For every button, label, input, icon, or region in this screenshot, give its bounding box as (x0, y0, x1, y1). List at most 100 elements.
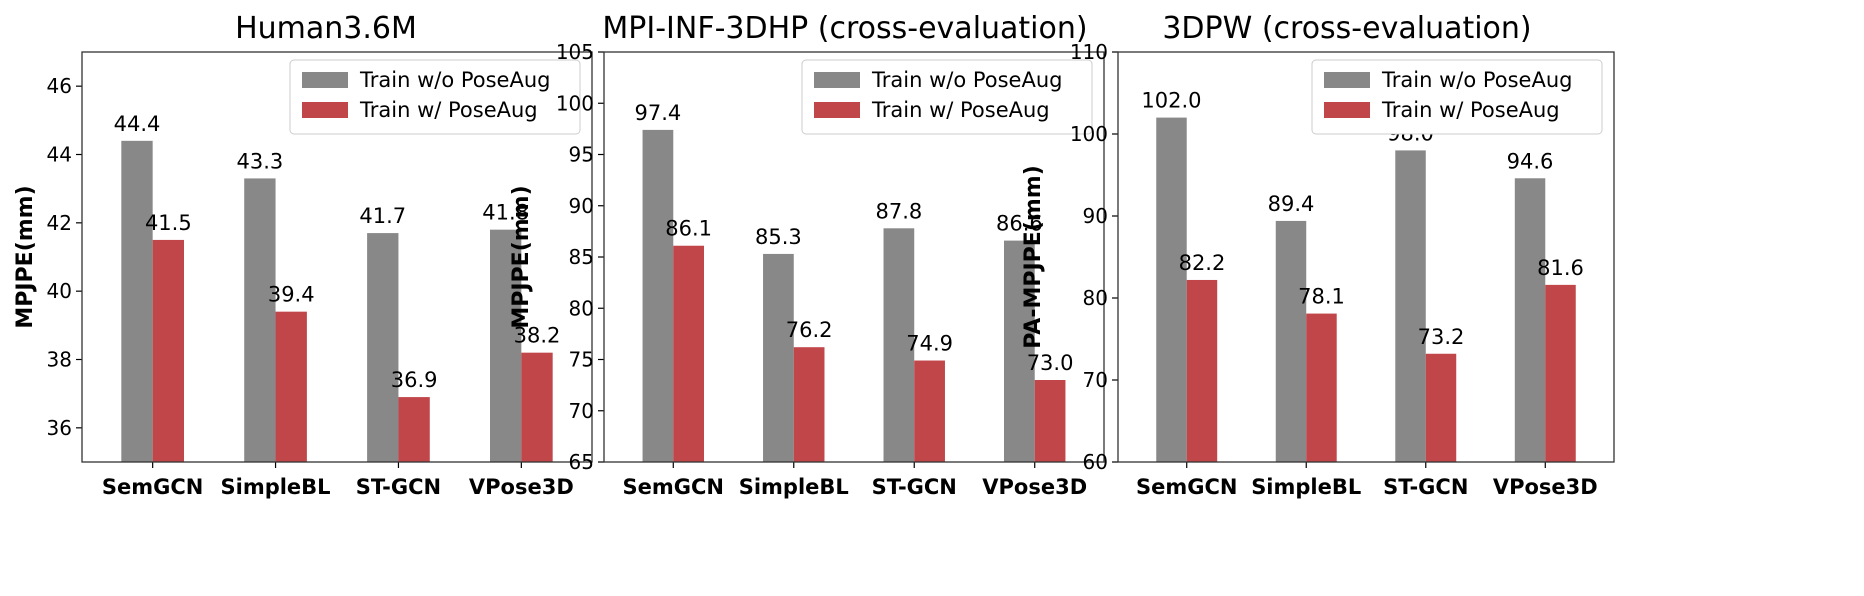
data-label: 44.4 (114, 112, 161, 136)
bar-baseline (367, 233, 399, 462)
y-tick-label: 95 (569, 143, 594, 167)
data-label: 73.0 (1027, 351, 1074, 375)
y-tick-label: 90 (1083, 204, 1108, 228)
x-tick-label: SimpleBL (221, 475, 331, 499)
x-tick-label: SemGCN (102, 475, 203, 499)
x-tick-label: SimpleBL (1251, 475, 1361, 499)
bar-baseline (1514, 178, 1546, 462)
bar-poseaug (275, 311, 307, 462)
data-label: 102.0 (1141, 89, 1201, 113)
x-tick-label: ST-GCN (356, 475, 441, 499)
bar-poseaug (1306, 313, 1337, 462)
bar-poseaug (1425, 353, 1457, 462)
bar-poseaug (1034, 380, 1066, 462)
y-tick-label: 100 (1070, 122, 1108, 146)
bar-poseaug (793, 347, 825, 462)
y-axis-label: PA-MPJPE(mm) (1021, 165, 1046, 349)
y-tick-label: 90 (569, 194, 594, 218)
bar-poseaug (521, 352, 553, 462)
x-tick-label: VPose3D (469, 475, 574, 499)
data-label: 38.2 (514, 324, 561, 348)
legend-box (1311, 59, 1603, 135)
legend-label: Train w/o PoseAug (359, 68, 550, 92)
chart-title: 3DPW (cross-evaluation) (1162, 11, 1531, 46)
legend-label: Train w/o PoseAug (1381, 68, 1572, 92)
legend-swatch (1324, 102, 1370, 118)
data-label: 81.6 (1537, 256, 1584, 280)
bar-poseaug (152, 239, 184, 462)
y-tick-label: 42 (47, 211, 72, 235)
y-tick-label: 44 (47, 143, 72, 167)
legend-swatch (814, 102, 860, 118)
bar-baseline (883, 228, 915, 462)
y-tick-label: 80 (569, 296, 594, 320)
data-label: 36.9 (391, 368, 438, 392)
legend-label: Train w/ PoseAug (359, 98, 538, 122)
y-axis-label: MPJPE(mm) (509, 185, 534, 328)
chart-mpi-inf-3dhp: MPI-INF-3DHP (cross-evaluation) MPJPE(mm)… (509, 11, 1105, 499)
x-tick-label: SemGCN (623, 475, 724, 499)
data-label: 41.8 (482, 201, 529, 225)
chart-3dpw: 3DPW (cross-evaluation) PA-MPJPE(mm) 60 70 8… (1021, 11, 1615, 499)
legend-box (289, 59, 581, 135)
bar-poseaug (398, 397, 430, 462)
chart-human36m: Human3.6M MPJPE(mm) 36 38 40 42 44 46 SemGCN 44.4… (13, 11, 593, 499)
data-label: 41.7 (359, 204, 406, 228)
y-tick-label: 85 (569, 245, 594, 269)
data-label: 86.1 (665, 217, 712, 241)
legend-box (801, 59, 1093, 135)
chart-title: Human3.6M (235, 11, 417, 46)
x-tick-label: SimpleBL (739, 475, 849, 499)
data-label: 74.9 (906, 332, 953, 356)
legend-label: Train w/o PoseAug (871, 68, 1062, 92)
x-tick-label: SemGCN (1136, 475, 1237, 499)
data-label: 86.6 (996, 212, 1043, 236)
y-tick-label: 40 (47, 279, 72, 303)
data-label: 82.2 (1179, 251, 1226, 275)
bar-baseline (490, 229, 522, 462)
data-label: 73.2 (1418, 325, 1465, 349)
y-tick-label: 65 (569, 450, 594, 474)
legend-label: Train w/ PoseAug (1381, 98, 1560, 122)
legend-swatch (302, 72, 348, 88)
bar-baseline (763, 253, 794, 462)
legend-swatch (302, 102, 348, 118)
legend-swatch (1324, 72, 1370, 88)
bar-baseline (121, 140, 153, 463)
x-tick-label: ST-GCN (872, 475, 957, 499)
y-tick-label: 100 (556, 91, 594, 115)
legend-label: Train w/ PoseAug (871, 98, 1050, 122)
y-tick-label: 38 (47, 348, 72, 372)
y-tick-label: 75 (569, 348, 594, 372)
bar-baseline (244, 178, 276, 462)
data-label: 94.6 (1507, 149, 1554, 173)
bar-baseline (1395, 150, 1426, 462)
y-tick-label: 80 (1083, 286, 1108, 310)
data-label: 78.1 (1298, 285, 1345, 309)
data-label: 85.3 (755, 225, 802, 249)
y-tick-label: 110 (1070, 40, 1108, 64)
plot-frame (603, 51, 1105, 463)
y-tick-label: 36 (47, 416, 72, 440)
y-tick-label: 105 (556, 40, 594, 64)
x-tick-label: VPose3D (982, 475, 1087, 499)
y-tick-label: 46 (47, 74, 72, 98)
data-label: 43.3 (237, 149, 284, 173)
data-label: 39.4 (268, 283, 315, 307)
y-tick-label: 70 (1083, 368, 1108, 392)
plot-frame (81, 51, 593, 463)
data-label: 97.4 (635, 101, 682, 125)
bar-poseaug (914, 360, 945, 462)
bar-poseaug (1545, 284, 1576, 462)
bar-baseline (1275, 220, 1307, 462)
chart-title: MPI-INF-3DHP (cross-evaluation) (602, 11, 1087, 46)
data-label: 41.5 (145, 211, 192, 235)
data-label: 89.4 (1268, 192, 1315, 216)
y-axis-label: MPJPE(mm) (13, 185, 38, 328)
data-label: 76.2 (786, 318, 833, 342)
y-tick-label: 70 (569, 399, 594, 423)
y-tick-label: 60 (1083, 450, 1108, 474)
bar-baseline (642, 129, 674, 462)
bar-baseline (1004, 240, 1035, 462)
